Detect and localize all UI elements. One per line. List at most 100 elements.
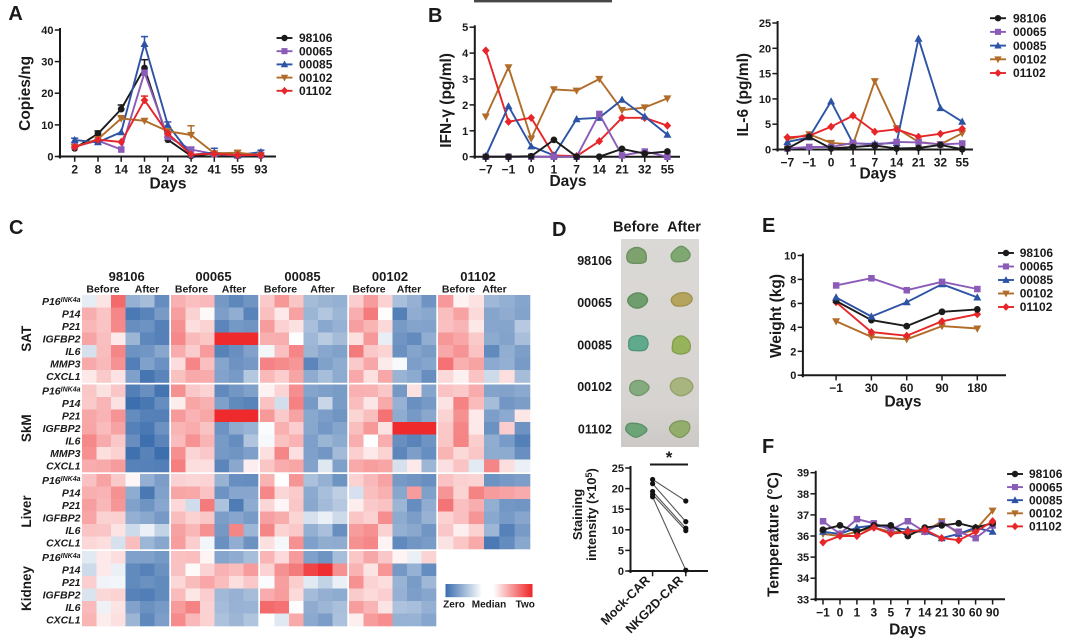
svg-text:After: After — [310, 284, 335, 296]
svg-text:18: 18 — [138, 163, 152, 177]
svg-text:−1: −1 — [502, 163, 516, 177]
svg-text:−1: −1 — [829, 381, 843, 395]
svg-text:32: 32 — [934, 156, 948, 170]
svg-text:00102: 00102 — [299, 71, 333, 85]
svg-text:Before: Before — [175, 284, 208, 296]
svg-text:0: 0 — [618, 566, 624, 578]
svg-text:CXCL1: CXCL1 — [46, 371, 81, 383]
svg-text:00085: 00085 — [1029, 493, 1063, 507]
svg-text:P14: P14 — [62, 308, 81, 320]
svg-text:0: 0 — [462, 152, 468, 164]
svg-text:P14: P14 — [62, 487, 81, 499]
svg-text:34: 34 — [797, 573, 810, 585]
svg-text:8: 8 — [790, 274, 796, 286]
svg-text:20: 20 — [759, 43, 771, 55]
svg-text:25: 25 — [759, 18, 771, 30]
svg-text:01102: 01102 — [460, 269, 495, 284]
svg-text:25: 25 — [612, 463, 624, 475]
svg-text:30: 30 — [41, 57, 53, 69]
svg-text:00102: 00102 — [372, 269, 408, 284]
svg-text:41: 41 — [208, 163, 222, 177]
svg-text:00102: 00102 — [1029, 507, 1063, 521]
svg-text:P21: P21 — [62, 577, 81, 589]
svg-text:00085: 00085 — [1013, 39, 1047, 53]
svg-text:−7: −7 — [479, 163, 493, 177]
svg-text:IGFBP2: IGFBP2 — [43, 512, 81, 524]
svg-text:7: 7 — [573, 163, 580, 177]
svg-text:00085: 00085 — [577, 338, 612, 352]
svg-text:intensity (×105): intensity (×105) — [584, 468, 599, 561]
svg-text:01102: 01102 — [1013, 66, 1046, 80]
svg-text:00102: 00102 — [577, 380, 612, 394]
svg-text:IL6: IL6 — [65, 435, 80, 447]
svg-text:IL-6 (pg/ml): IL-6 (pg/ml) — [735, 53, 752, 137]
svg-text:15: 15 — [612, 504, 624, 516]
svg-text:A: A — [8, 3, 22, 25]
svg-text:00085: 00085 — [299, 58, 333, 72]
svg-text:After: After — [135, 284, 160, 296]
svg-text:4: 4 — [790, 322, 797, 334]
svg-text:5: 5 — [462, 22, 468, 34]
svg-text:00085: 00085 — [1020, 273, 1054, 287]
svg-text:Before: Before — [352, 284, 385, 296]
svg-text:55: 55 — [956, 156, 970, 170]
svg-text:IFN-γ (pg/ml): IFN-γ (pg/ml) — [438, 53, 455, 148]
svg-text:B: B — [428, 5, 442, 27]
svg-text:10: 10 — [612, 525, 624, 537]
svg-text:01102: 01102 — [1029, 520, 1062, 534]
svg-text:E: E — [762, 215, 775, 237]
svg-text:14: 14 — [115, 163, 129, 177]
svg-text:2: 2 — [462, 100, 468, 112]
svg-text:93: 93 — [254, 163, 268, 177]
svg-text:Kidney: Kidney — [19, 566, 34, 612]
svg-text:Days: Days — [549, 173, 586, 190]
svg-text:0: 0 — [765, 145, 771, 157]
svg-text:P21: P21 — [62, 321, 81, 333]
svg-text:Before: Before — [613, 220, 659, 236]
svg-text:IL6: IL6 — [65, 602, 80, 614]
svg-text:C: C — [9, 217, 23, 239]
svg-text:1: 1 — [854, 605, 861, 619]
svg-text:98106: 98106 — [299, 31, 333, 45]
svg-text:55: 55 — [231, 163, 245, 177]
svg-text:01102: 01102 — [299, 84, 332, 98]
svg-text:10: 10 — [784, 251, 796, 263]
svg-text:21: 21 — [912, 156, 926, 170]
svg-text:Liver: Liver — [19, 495, 34, 528]
svg-text:32: 32 — [638, 163, 652, 177]
svg-text:00065: 00065 — [1020, 260, 1054, 274]
svg-text:P14: P14 — [62, 398, 81, 410]
svg-text:−7: −7 — [781, 156, 795, 170]
svg-text:Days: Days — [149, 176, 186, 193]
svg-text:F: F — [762, 436, 774, 458]
svg-text:60: 60 — [969, 605, 983, 619]
svg-text:38: 38 — [797, 489, 809, 501]
svg-text:33: 33 — [797, 594, 809, 606]
svg-text:1: 1 — [462, 126, 468, 138]
svg-text:Days: Days — [884, 394, 921, 411]
svg-text:3: 3 — [462, 74, 468, 86]
svg-text:20: 20 — [612, 484, 624, 496]
svg-text:Days: Days — [889, 622, 926, 639]
svg-text:Copies/ng: Copies/ng — [17, 56, 34, 131]
svg-text:IGFBP2: IGFBP2 — [43, 423, 81, 435]
svg-text:Zero: Zero — [443, 600, 465, 611]
svg-text:6: 6 — [790, 298, 796, 310]
svg-text:98106: 98106 — [577, 254, 612, 268]
svg-text:14: 14 — [918, 605, 932, 619]
svg-text:20: 20 — [41, 88, 53, 100]
svg-text:0: 0 — [528, 163, 535, 177]
svg-text:After: After — [222, 284, 247, 296]
svg-text:24: 24 — [161, 163, 175, 177]
svg-text:14: 14 — [593, 163, 607, 177]
svg-text:00102: 00102 — [1020, 287, 1054, 301]
svg-text:IL6: IL6 — [65, 346, 80, 358]
svg-text:Before: Before — [86, 284, 119, 296]
svg-text:7: 7 — [904, 605, 911, 619]
svg-text:01102: 01102 — [578, 423, 612, 437]
svg-text:CXCL1: CXCL1 — [46, 537, 81, 549]
svg-text:30: 30 — [952, 605, 966, 619]
svg-text:Two: Two — [516, 600, 535, 611]
svg-text:0: 0 — [828, 156, 835, 170]
svg-text:00065: 00065 — [195, 269, 231, 284]
